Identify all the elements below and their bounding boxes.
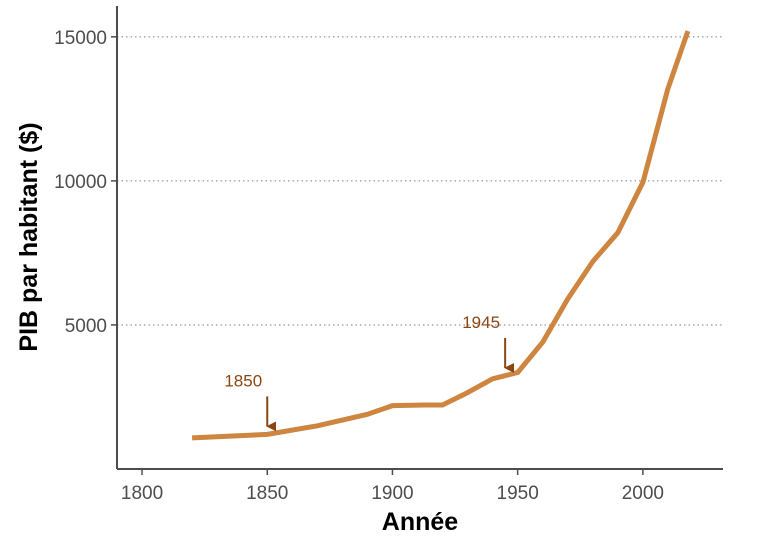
y-tick-label-15000: 15000	[54, 28, 107, 49]
x-tick-label-1900: 1900	[371, 483, 413, 504]
x-tick-label-1850: 1850	[246, 483, 288, 504]
series-group	[191, 30, 691, 441]
x-axis-ticks: 1800 1850 1900 1950 2000	[121, 469, 664, 504]
x-tick-label-1950: 1950	[497, 483, 539, 504]
axes	[116, 6, 723, 470]
series-line-0	[191, 30, 691, 441]
y-axis-title: PIB par habitant ($)	[15, 122, 43, 351]
annotations: 1850 1945	[224, 313, 515, 432]
y-tick-label-5000: 5000	[65, 316, 107, 337]
y-tick-label-10000: 10000	[54, 172, 107, 193]
y-axis-ticks: 5000 10000 15000	[54, 28, 117, 337]
x-tick-label-2000: 2000	[622, 483, 664, 504]
grid-lines	[117, 36, 723, 326]
x-axis-title: Année	[382, 508, 459, 536]
annotation-label-1850: 1850	[224, 371, 262, 390]
x-tick-label-1800: 1800	[121, 483, 163, 504]
annotation-label-1945: 1945	[462, 313, 500, 332]
